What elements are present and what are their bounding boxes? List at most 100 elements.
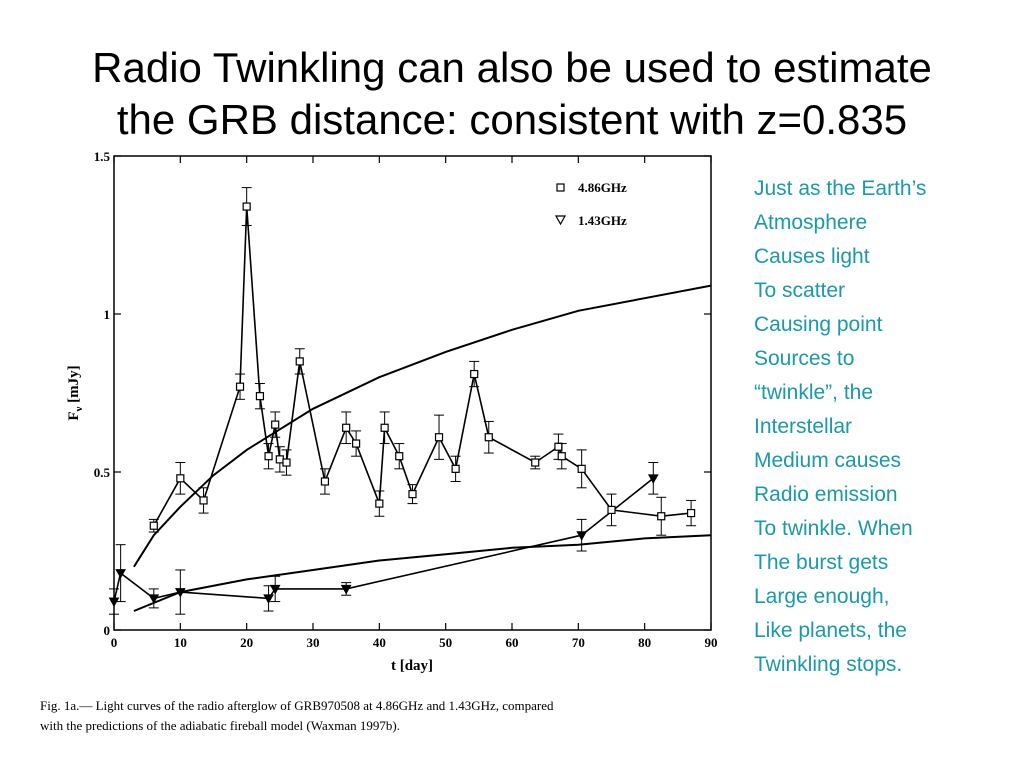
y-tick-label: 1 [104,307,111,322]
data-point-4-86ghz [394,443,405,470]
side-text-line-11: To twinkle. When [754,517,913,540]
square-marker [657,512,666,521]
data-point-4-86ghz [270,411,281,438]
x-tick-label: 70 [572,635,585,650]
model-curves [133,284,712,612]
triangle-marker [148,594,160,604]
side-text-line-8: Interstellar [754,415,853,438]
square-marker [255,392,265,401]
data-point-1-43ghz [647,462,659,495]
side-text-line-7: “twinkle”, the [754,381,874,404]
side-text-line-6: Sources to [754,347,855,370]
square-marker [395,452,404,461]
data-point-4-86ghz [148,518,159,533]
legend-marker-4-86ghz [556,183,565,192]
side-text-line-15: Twinkling stops. [754,653,903,676]
side-text-line-2: Atmosphere [754,211,868,234]
square-marker [531,458,540,467]
square-marker [176,474,185,483]
x-tick-label: 20 [240,635,253,650]
slide-title-line-1: Radio Twinkling can also be used to esti… [92,44,932,91]
square-marker [199,496,208,505]
x-tick-label: 90 [705,635,718,650]
model-curve-model-4.86GHz [133,284,712,568]
data-point-4-86ghz [530,455,541,470]
square-marker [577,464,586,473]
data-markers [108,187,697,615]
side-text-line-4: To scatter [754,279,846,302]
caption-line-1: Fig. 1a.— Light curves of the radio afte… [40,698,554,713]
triangle-marker [576,531,588,541]
square-marker [320,477,330,486]
data-point-4-86ghz [235,373,246,400]
y-tick-label: 0.5 [94,465,111,480]
legend-label-1-43ghz: 1.43GHz [578,213,627,228]
x-tick-label: 10 [174,635,187,650]
square-marker [408,490,417,499]
data-point-4-86ghz [281,449,292,476]
triangle-marker [174,588,186,598]
plot-frame [113,155,712,631]
square-marker [352,439,361,448]
side-text-line-1: Just as the Earth’s [754,177,927,200]
square-marker [242,202,251,211]
x-tick-label: 80 [638,635,651,650]
square-marker [271,420,280,429]
triangle-marker [340,584,352,595]
data-point-4-86ghz [198,487,209,514]
figure-caption: Fig. 1a.— Light curves of the radio afte… [40,696,760,736]
triangle-marker [647,474,659,484]
axis-ticks: 0 10 20 30 40 50 60 70 80 90 0 0.5 1 1.5 [94,149,718,650]
square-marker [554,442,563,451]
y-tick-label: 1.5 [94,149,111,164]
side-text-line-3: Causes light [754,245,870,268]
triangle-marker [263,594,274,604]
square-marker [434,433,444,442]
square-marker [275,455,284,464]
data-point-4-86ghz [483,420,494,454]
triangle-marker [269,584,281,595]
x-tick-label: 50 [439,635,452,650]
x-tick-label: 30 [307,635,320,650]
data-point-4-86ghz [341,411,352,445]
side-text-line-14: Like planets, the [754,619,907,642]
y-axis-label: Fν [mJy] [66,365,85,420]
data-point-4-86ghz [254,383,265,410]
series-line-1-43ghz [113,477,654,602]
data-point-4-86ghz [175,462,186,495]
series-line-4-86ghz [153,206,692,527]
data-point-4-86ghz [319,468,330,495]
legend-marker-1-43ghz [554,215,567,226]
data-point-1-43ghz [115,544,126,603]
data-point-4-86ghz [374,490,385,517]
square-marker [282,458,291,467]
x-tick-label: 40 [373,635,386,650]
data-point-4-86ghz [686,499,697,527]
light-curve-chart: 0 10 20 30 40 50 60 70 80 90 0 0.5 1 1.5 t [day] Fν [… [66,149,718,674]
y-axis-label-tail: [mJy] [66,365,82,406]
square-marker [375,499,384,508]
side-text-line-9: Medium causes [754,449,902,472]
y-axis-label-sub: ν [73,407,85,413]
model-curve-model-1.43GHz [133,534,712,612]
side-text-line-5: Causing point [754,313,883,336]
x-tick-label: 0 [111,635,118,650]
caption-line-2: with the predictions of the adiabatic fi… [40,718,400,733]
square-marker [686,508,696,518]
side-text-line-12: The burst gets [754,551,889,574]
legend: 4.86GHz 1.43GHz [554,180,627,228]
square-marker [342,423,351,432]
data-point-1-43ghz [269,575,281,603]
square-marker [607,505,616,515]
data-point-1-43ghz [174,569,186,615]
data-point-4-86ghz [656,496,667,536]
triangle-marker [115,569,126,579]
side-text-line-13: Large enough, [754,585,890,608]
data-point-4-86ghz [274,446,285,473]
square-marker [484,433,493,442]
x-axis-label: t [day] [391,658,433,674]
slide-title-line-2: the GRB distance: consistent with z=0.83… [116,96,908,143]
square-marker [557,452,566,461]
data-point-4-86ghz [576,449,587,489]
y-axis-label-main: F [66,412,82,421]
